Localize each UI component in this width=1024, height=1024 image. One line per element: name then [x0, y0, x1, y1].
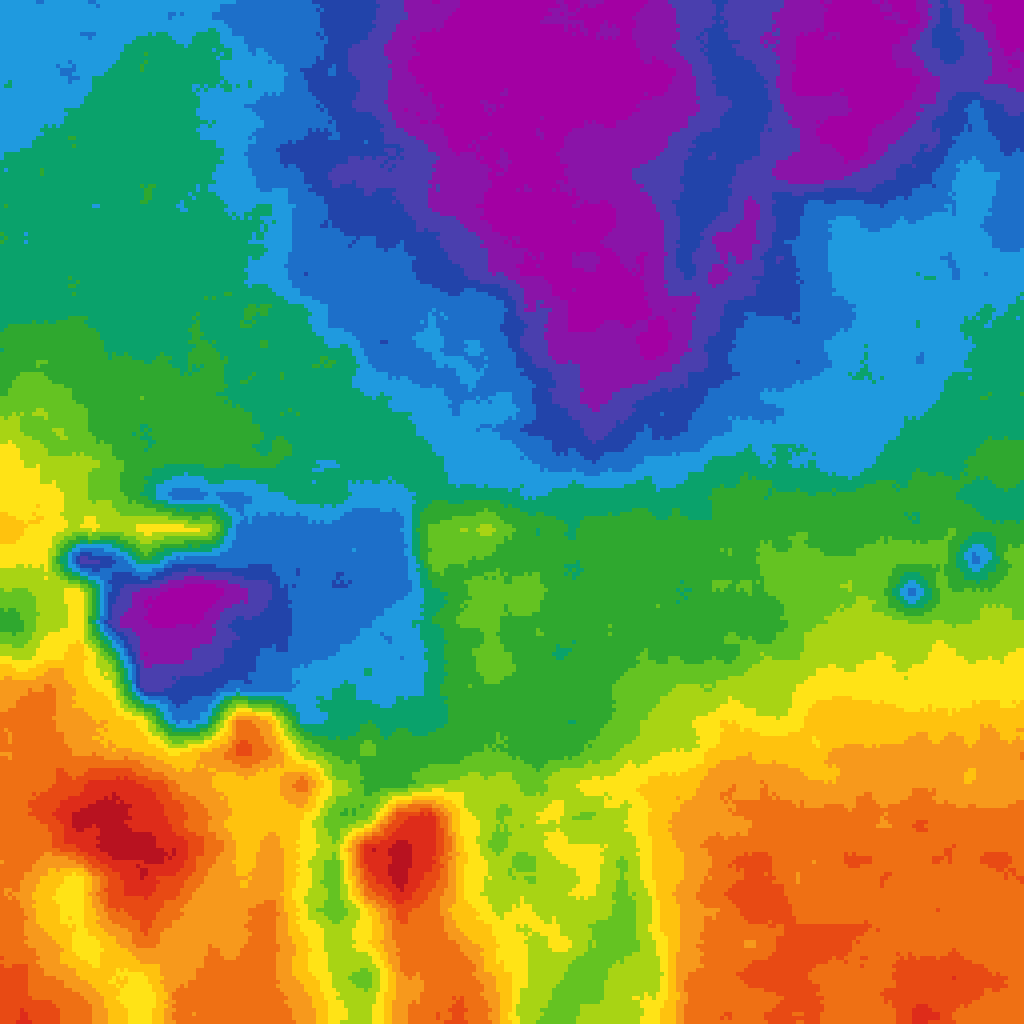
- temperature-heatmap-view: [0, 0, 1024, 1024]
- temperature-heatmap-canvas: [0, 0, 1024, 1024]
